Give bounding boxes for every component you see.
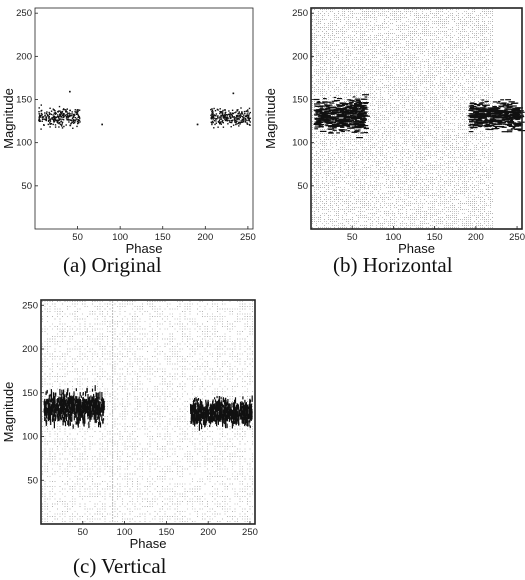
data-cluster (313, 94, 370, 139)
caption-original: (a) Original (63, 253, 162, 277)
x-tick-label: 50 (78, 527, 89, 538)
y-tick-label: 200 (292, 51, 308, 62)
data-cluster (190, 395, 253, 431)
caption-vertical: (c) Vertical (73, 554, 167, 578)
x-tick-label: 150 (427, 232, 443, 243)
x-tick-label: 200 (468, 232, 484, 243)
stray-point (196, 123, 199, 126)
heatmap-horizontal: 50 100 150 200 250 50 100 150 200 250 Phase Magnitu… (263, 7, 525, 256)
chart-panel-horizontal: 50 100 150 200 250 50 100 150 200 250 Phase Magnitu… (262, 0, 525, 290)
x-tick-label: 250 (240, 232, 256, 243)
x-tick-label: 250 (509, 232, 525, 243)
x-tick-label: 50 (72, 232, 83, 243)
x-axis-label: Phase (398, 241, 435, 256)
y-tick-label: 50 (21, 181, 32, 192)
background-texture (42, 301, 253, 522)
y-tick-label: 200 (22, 344, 38, 355)
y-axis-label: Magnitude (1, 382, 16, 443)
data-cluster (69, 90, 251, 129)
heatmap-original: 50 100 150 200 250 50 100 150 200 250 Phase Magnitu… (1, 7, 256, 256)
chart-panel-original: 50 100 150 200 250 50 100 150 200 250 Phase Magnitu… (0, 0, 262, 290)
y-tick-label: 50 (297, 181, 308, 192)
y-tick-label: 250 (16, 8, 32, 19)
data-cluster (43, 385, 105, 429)
background-texture (312, 9, 493, 228)
x-tick-label: 200 (200, 527, 216, 538)
y-tick-label: 150 (22, 388, 38, 399)
stray-point (101, 123, 103, 126)
x-tick-label: 100 (112, 232, 128, 243)
y-axis-label: Magnitude (263, 88, 278, 149)
y-tick-label: 50 (27, 475, 38, 486)
y-tick-label: 200 (16, 51, 32, 62)
plot-frame (40, 299, 256, 525)
y-tick-label: 250 (292, 8, 308, 19)
chart-panel-vertical: 50 100 150 200 250 50 100 150 200 250 Phase Magnitu… (0, 290, 262, 580)
y-tick-label: 100 (16, 138, 32, 149)
x-tick-label: 150 (158, 527, 174, 538)
y-tick-label: 100 (292, 138, 308, 149)
data-cluster (38, 90, 235, 130)
y-axis-label: Magnitude (1, 88, 16, 149)
plot-frame (34, 7, 254, 230)
x-tick-label: 250 (242, 527, 258, 538)
x-tick-label: 100 (117, 527, 133, 538)
x-tick-label: 100 (385, 232, 401, 243)
data-cluster (467, 99, 525, 133)
plot-frame (310, 7, 523, 230)
y-tick-label: 100 (22, 432, 38, 443)
x-tick-label: 150 (155, 232, 171, 243)
heatmap-vertical: 50 100 150 200 250 50 100 150 200 250 Phase Magnitu… (1, 299, 258, 551)
x-axis-label: Phase (130, 536, 167, 551)
x-axis-label: Phase (126, 241, 163, 256)
x-tick-label: 200 (197, 232, 213, 243)
stray-point (232, 92, 235, 95)
x-tick-label: 50 (347, 232, 358, 243)
y-tick-label: 150 (16, 95, 32, 106)
y-tick-label: 150 (292, 95, 308, 106)
stray-point (69, 90, 71, 93)
caption-horizontal: (b) Horizontal (333, 253, 453, 277)
y-tick-label: 250 (22, 300, 38, 311)
